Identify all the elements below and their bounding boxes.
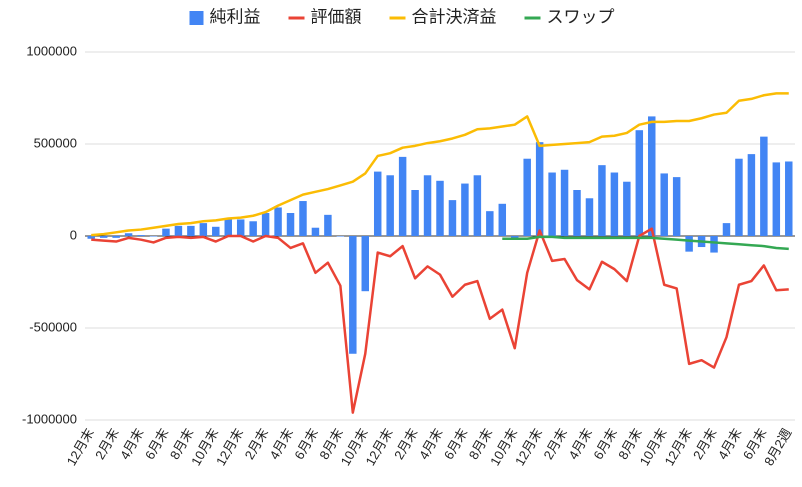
bar <box>274 207 282 236</box>
bar <box>436 180 444 236</box>
line <box>502 235 789 251</box>
bar <box>174 225 183 236</box>
legend-label: 評価額 <box>311 7 362 26</box>
y-tick-label: -500000 <box>29 319 77 334</box>
bar <box>523 158 531 236</box>
bar <box>635 130 644 236</box>
bar <box>224 219 232 236</box>
bar <box>99 236 108 238</box>
bar <box>124 233 133 236</box>
bar <box>336 236 345 237</box>
bar <box>112 236 120 238</box>
bar <box>87 236 95 239</box>
bar <box>560 169 569 236</box>
bar <box>299 201 307 236</box>
bar <box>473 175 482 236</box>
bar <box>535 142 544 236</box>
x-tick-label: 4月末 <box>416 426 446 462</box>
x-tick-label: 4月末 <box>565 426 595 462</box>
bar <box>461 183 469 236</box>
bar <box>249 221 257 236</box>
x-tick-label: 2月末 <box>92 426 122 462</box>
bar <box>448 200 457 236</box>
bar <box>785 161 793 236</box>
bar <box>685 236 693 252</box>
x-tick-label: 2月末 <box>690 426 720 462</box>
y-tick-label: 500000 <box>34 135 77 150</box>
bar <box>735 158 743 236</box>
legend-label: 純利益 <box>210 7 261 26</box>
line <box>91 227 789 414</box>
bar <box>511 236 519 239</box>
bar <box>710 236 718 253</box>
bar <box>373 171 382 236</box>
y-tick-label: 1000000 <box>26 43 77 58</box>
legend-label: 合計決済益 <box>412 7 497 26</box>
bar <box>610 172 619 236</box>
bar <box>648 116 656 236</box>
bar <box>261 213 270 236</box>
y-tick-label: -1000000 <box>22 411 77 426</box>
bar <box>585 198 594 236</box>
bar <box>747 154 756 236</box>
bar <box>286 213 295 236</box>
bar <box>398 156 407 236</box>
x-tick-label: 12月末 <box>64 426 97 469</box>
bar <box>187 225 195 236</box>
x-tick-label: 4月末 <box>117 426 147 462</box>
bar <box>423 175 432 236</box>
bar <box>149 236 158 237</box>
x-tick-label: 2月末 <box>391 426 421 462</box>
bar <box>498 203 507 236</box>
x-tick-label: 6月末 <box>142 426 172 462</box>
bar <box>162 228 170 236</box>
legend-label: スワップ <box>547 7 615 26</box>
bar <box>548 172 556 236</box>
bar <box>199 223 208 236</box>
bar <box>349 236 357 354</box>
bar <box>236 219 245 236</box>
bar <box>760 136 768 236</box>
bar <box>598 165 606 236</box>
bar <box>386 175 394 236</box>
bar <box>672 177 681 236</box>
bar <box>660 173 668 236</box>
x-tick-label: 6月末 <box>590 426 620 462</box>
bar <box>137 235 145 236</box>
x-tick-label: 4月末 <box>715 426 745 462</box>
line <box>91 92 789 237</box>
bar <box>311 227 320 236</box>
bar <box>411 190 419 236</box>
bar <box>486 211 494 236</box>
bar <box>573 190 581 236</box>
legend-swatch <box>189 11 204 25</box>
x-tick-label: 2月末 <box>541 426 571 462</box>
bar <box>324 214 332 236</box>
bar <box>722 223 731 236</box>
x-tick-label: 2月末 <box>242 426 272 462</box>
bar <box>361 236 369 292</box>
bar <box>772 162 781 236</box>
x-tick-label: 4月末 <box>266 426 296 462</box>
y-tick-label: 0 <box>70 227 77 242</box>
x-tick-label: 6月末 <box>291 426 321 462</box>
bar <box>623 181 631 236</box>
bar <box>212 226 220 236</box>
x-tick-label: 6月末 <box>441 426 471 462</box>
